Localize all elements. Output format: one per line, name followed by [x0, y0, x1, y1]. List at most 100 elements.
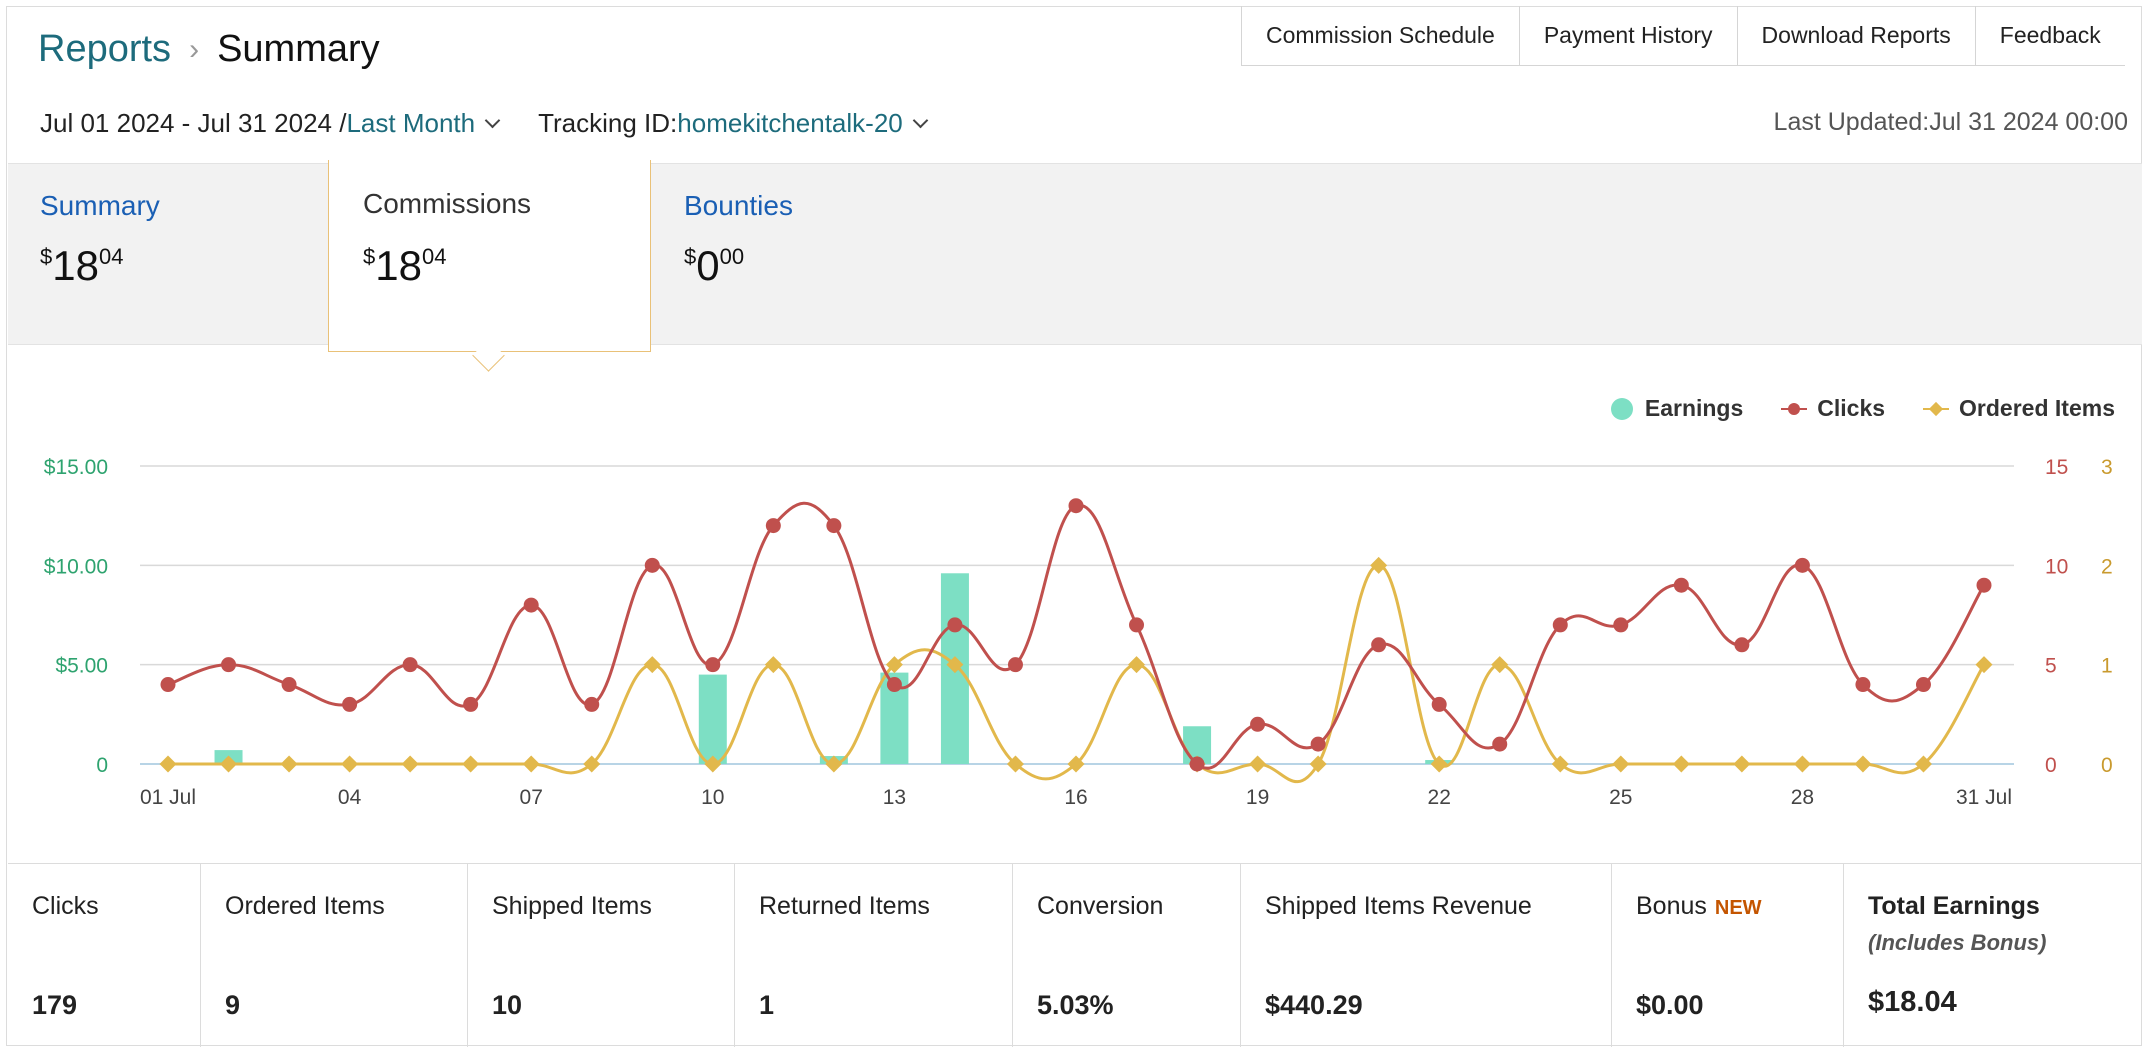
ordered-items-point	[1249, 755, 1267, 773]
clicks-point	[1976, 577, 1992, 593]
feedback-button[interactable]: Feedback	[1974, 6, 2125, 66]
tab-summary[interactable]: Summary $1804	[40, 190, 160, 290]
clicks-point	[1734, 637, 1750, 653]
stat-total-earnings: Total Earnings (Includes Bonus) $18.04	[1844, 864, 2142, 1047]
ordered-items-point	[1128, 656, 1146, 674]
left-axis-tick: $15.00	[44, 456, 108, 479]
ordered-items-point	[1975, 656, 1993, 674]
legend-earnings-label: Earnings	[1644, 395, 1744, 421]
ordered-items-point	[1006, 755, 1024, 773]
breadcrumb-separator-icon: ›	[189, 32, 200, 66]
legend-ordered-label: Ordered Items	[1959, 395, 2115, 421]
legend-clicks[interactable]: Clicks	[1781, 395, 1885, 422]
stats-row: Clicks 179 Ordered Items 9 Shipped Items…	[8, 863, 2142, 1047]
earnings-swatch-icon	[1610, 397, 1633, 420]
right-axis-clicks-tick: 15	[2045, 456, 2068, 479]
clicks-point	[342, 696, 358, 712]
tab-commissions[interactable]: Commissions $1804	[328, 160, 651, 352]
clicks-point	[221, 657, 237, 673]
stat-returned-items-label: Returned Items	[759, 892, 930, 920]
ordered-items-point	[1309, 755, 1327, 773]
stat-conversion: Conversion 5.03%	[1013, 864, 1241, 1047]
filters-bar: Jul 01 2024 - Jul 31 2024 / Last Month T…	[40, 108, 940, 139]
stat-shipped-revenue: Shipped Items Revenue $440.29	[1241, 864, 1612, 1047]
clicks-point	[1552, 617, 1568, 633]
ordered-items-point	[583, 755, 601, 773]
period-dropdown[interactable]: Last Month	[346, 108, 476, 138]
stat-total-earnings-sublabel: (Includes Bonus)	[1868, 930, 2047, 955]
clicks-point	[1673, 577, 1689, 593]
legend-ordered-items[interactable]: Ordered Items	[1923, 395, 2115, 422]
clicks-point	[281, 677, 297, 693]
left-axis-tick: $5.00	[55, 655, 108, 678]
clicks-point	[1068, 498, 1084, 514]
tab-summary-label: Summary	[40, 190, 160, 221]
x-axis-tick: 28	[1791, 786, 1814, 809]
x-axis-tick: 10	[701, 786, 724, 809]
right-axis-clicks-tick: 0	[2045, 754, 2057, 777]
ordered-items-point	[522, 755, 540, 773]
ordered-items-point	[159, 755, 177, 773]
stat-bonus: Bonus NEW $0.00	[1612, 864, 1844, 1047]
ordered-items-point	[825, 755, 843, 773]
clicks-point	[705, 657, 721, 673]
legend-earnings[interactable]: Earnings	[1610, 395, 1744, 422]
ordered-items-point	[764, 656, 782, 674]
left-axis-tick: 0	[96, 754, 108, 777]
download-reports-button[interactable]: Download Reports	[1736, 6, 1975, 66]
x-axis-tick: 13	[883, 786, 906, 809]
clicks-point	[1431, 696, 1447, 712]
ordered-items-point	[341, 755, 359, 773]
ordered-items-line	[168, 563, 1986, 784]
ordered-swatch-icon	[1923, 401, 1950, 417]
clicks-point	[1613, 617, 1629, 633]
chart-legend: Earnings Clicks Ordered Items	[1573, 395, 2115, 422]
clicks-point	[402, 657, 418, 673]
ordered-items-point	[1672, 755, 1690, 773]
last-updated-text: Last Updated:Jul 31 2024 00:00	[1773, 108, 2128, 136]
right-axis-ordered-tick: 0	[2101, 754, 2113, 777]
stat-ordered-items-label: Ordered Items	[225, 892, 385, 920]
clicks-point	[886, 677, 902, 693]
tab-bounties-value: $000	[684, 242, 745, 289]
right-axis-ordered-tick: 2	[2101, 555, 2113, 578]
breadcrumb-reports-link[interactable]: Reports	[38, 28, 172, 70]
clicks-line	[167, 501, 1986, 770]
clicks-point	[160, 677, 176, 693]
ordered-items-point	[1430, 755, 1448, 773]
commission-schedule-button[interactable]: Commission Schedule	[1241, 6, 1519, 66]
ordered-items-point	[946, 656, 964, 674]
clicks-point	[1794, 557, 1810, 573]
ordered-items-point	[280, 755, 298, 773]
clicks-point	[1250, 716, 1266, 732]
date-range-text: Jul 01 2024 - Jul 31 2024 /	[40, 108, 347, 138]
clicks-point	[584, 696, 600, 712]
x-axis-tick: 01 Jul	[140, 786, 196, 809]
stat-ordered-items-value: 9	[225, 990, 241, 1020]
x-axis-tick: 25	[1609, 786, 1632, 809]
tab-bounties[interactable]: Bounties $000	[684, 190, 793, 290]
stat-conversion-value: 5.03%	[1037, 990, 1114, 1020]
tab-summary-value: $1804	[40, 242, 124, 289]
clicks-point	[1007, 657, 1023, 673]
right-axis-clicks-tick: 10	[2045, 555, 2068, 578]
stat-clicks: Clicks 179	[8, 864, 201, 1047]
x-axis-tick: 04	[338, 786, 362, 809]
ordered-items-point	[1551, 755, 1569, 773]
clicks-point	[1310, 736, 1326, 752]
ordered-items-point	[1914, 755, 1932, 773]
payment-history-button[interactable]: Payment History	[1518, 6, 1737, 66]
tracking-id-dropdown[interactable]: homekitchentalk-20	[677, 108, 903, 138]
ordered-items-point	[1491, 656, 1509, 674]
clicks-point	[1371, 637, 1387, 653]
clicks-point	[826, 518, 842, 534]
clicks-point	[1855, 677, 1871, 693]
tracking-id-label: Tracking ID:	[538, 108, 678, 138]
clicks-point	[463, 696, 479, 712]
x-axis-tick: 19	[1246, 786, 1269, 809]
clicks-point	[1129, 617, 1145, 633]
ordered-items-point	[1854, 755, 1872, 773]
tab-commissions-label: Commissions	[363, 188, 532, 219]
stat-returned-items: Returned Items 1	[735, 864, 1013, 1047]
clicks-point	[1492, 736, 1508, 752]
